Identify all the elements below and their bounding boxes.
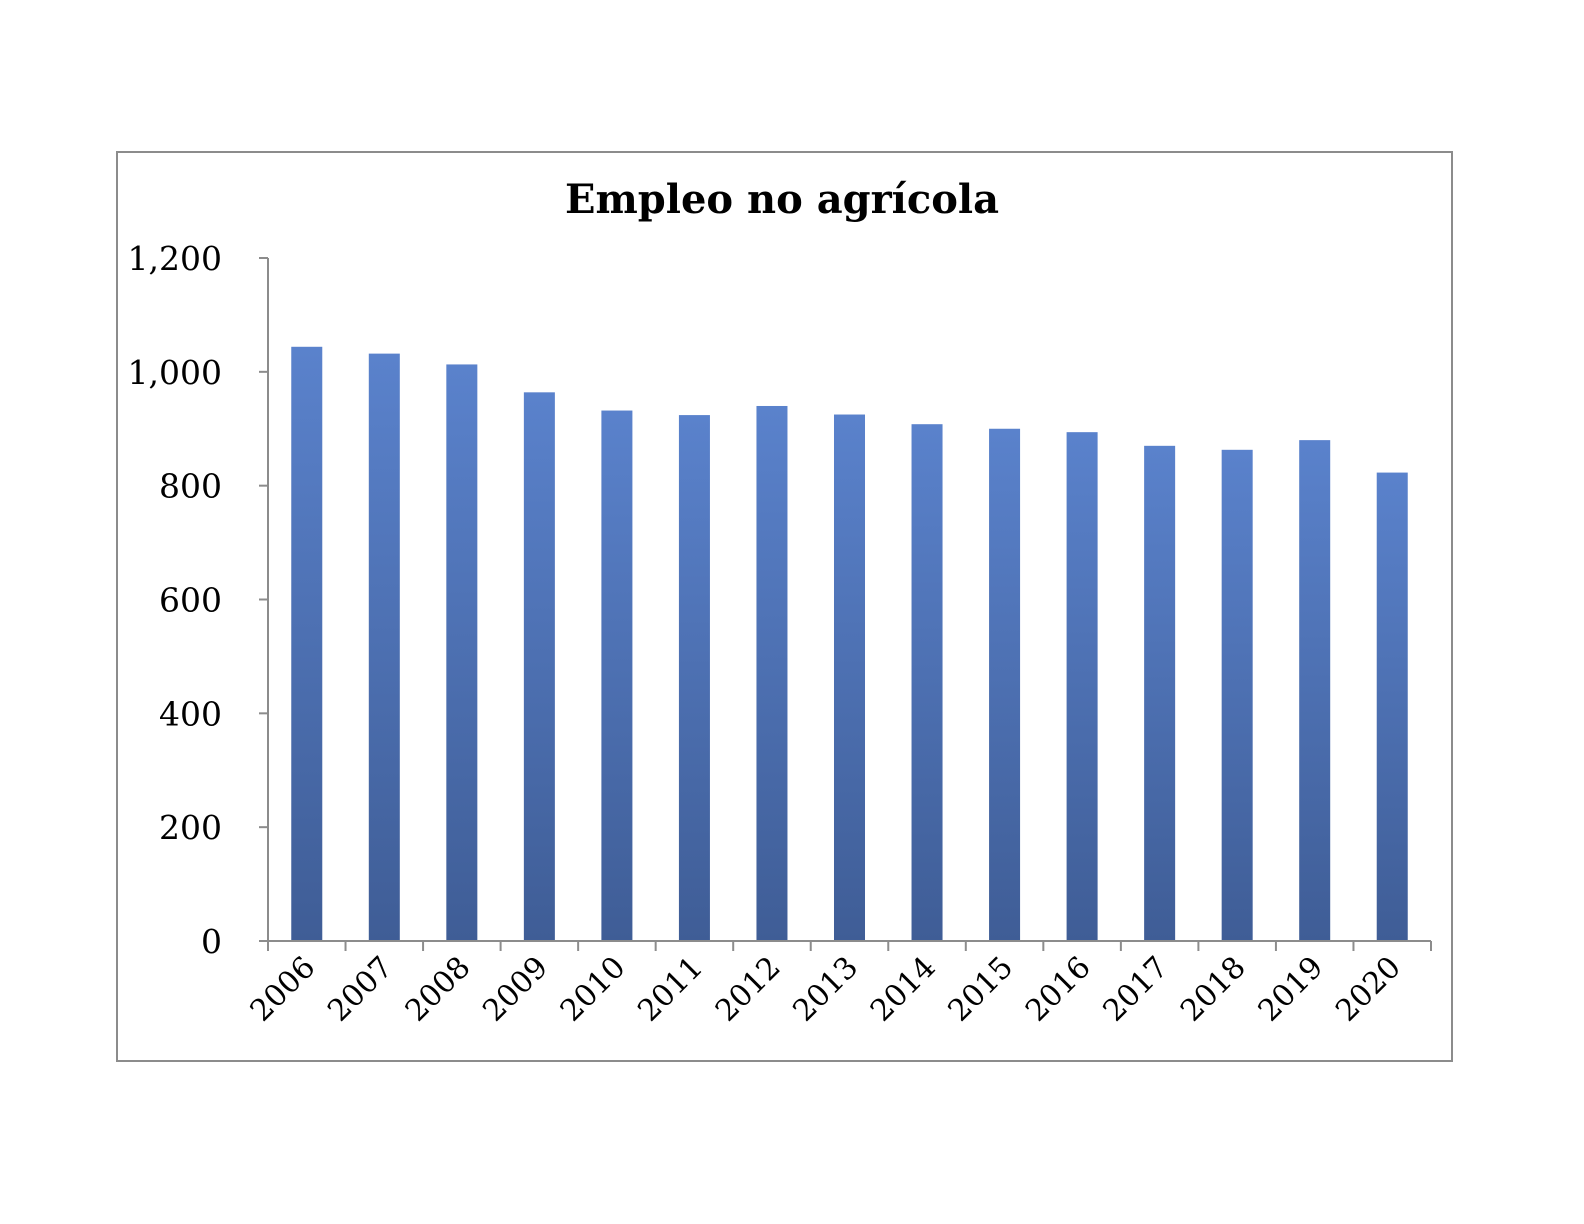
bar-2015 (989, 428, 1021, 941)
bar-2019 (1299, 440, 1331, 941)
bar-2018 (1221, 449, 1253, 941)
bar-2016 (1066, 432, 1098, 941)
bar-2011 (678, 415, 710, 942)
x-tick-label: 2010 (554, 950, 633, 1029)
bars (291, 346, 1408, 942)
y-tick-label: 800 (159, 467, 222, 506)
bar-2017 (1144, 445, 1176, 941)
x-tick-label: 2018 (1174, 950, 1253, 1029)
x-tick-label: 2015 (941, 950, 1020, 1029)
x-tick-label: 2007 (321, 950, 400, 1029)
bar-2006 (291, 346, 323, 941)
x-tick-label: 2020 (1329, 950, 1408, 1029)
x-tick-label: 2014 (864, 950, 943, 1029)
bar-2007 (368, 353, 400, 941)
y-tick-label: 600 (159, 581, 222, 620)
chart-title: Empleo no agrícola (565, 176, 999, 223)
x-tick-label: 2012 (709, 950, 788, 1029)
x-tick-label: 2006 (244, 950, 323, 1029)
y-axis: 0 200 400 600 800 1,000 1,200 (128, 239, 269, 961)
bar-2012 (756, 405, 788, 941)
x-axis: 2006200720082009201020112012201320142015… (244, 940, 1432, 1029)
x-tick-label: 2017 (1097, 950, 1176, 1029)
y-tick-label: 200 (159, 808, 222, 847)
bar-2008 (446, 364, 478, 941)
x-tick-label: 2009 (476, 950, 555, 1029)
bar-2009 (523, 392, 555, 941)
bar-2020 (1376, 472, 1408, 941)
x-tick-label: 2013 (786, 950, 865, 1029)
y-tick-label: 1,000 (128, 353, 222, 392)
bar-2013 (833, 414, 866, 941)
x-tick-label: 2019 (1252, 950, 1331, 1029)
x-tick-label: 2016 (1019, 950, 1098, 1029)
y-tick-label: 1,200 (128, 239, 222, 278)
x-tick-label: 2011 (631, 950, 710, 1029)
x-tick-label: 2008 (399, 950, 478, 1029)
y-tick-label: 400 (159, 694, 222, 733)
bar-2014 (911, 424, 943, 941)
bar-2010 (601, 410, 633, 942)
y-tick-label: 0 (201, 922, 222, 961)
